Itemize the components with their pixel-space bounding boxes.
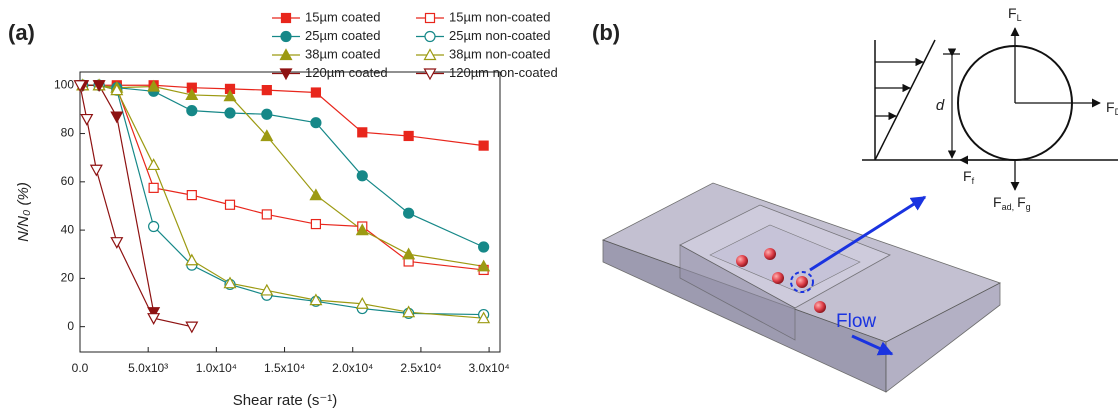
marker: [479, 242, 489, 252]
series-line: [83, 85, 484, 247]
legend-label: 38µm coated: [305, 46, 380, 61]
marker: [311, 220, 320, 229]
marker: [282, 14, 291, 23]
legend-label: 120µm coated: [305, 65, 388, 80]
y-tick-label: 80: [61, 126, 75, 140]
marker: [262, 210, 271, 219]
x-tick-label: 2.0x10⁴: [332, 361, 373, 375]
marker: [262, 86, 271, 95]
marker: [186, 255, 197, 265]
label-sub: ad,: [1002, 202, 1015, 212]
marker: [148, 159, 159, 169]
particle: [814, 301, 826, 313]
marker: [358, 128, 367, 137]
label-sub: D: [1115, 107, 1118, 117]
marker: [404, 131, 413, 140]
legend-label: 120µm non-coated: [449, 65, 558, 80]
legend-label: 15µm non-coated: [449, 9, 550, 24]
marker: [187, 191, 196, 200]
y-tick-label: 40: [61, 222, 75, 236]
marker: [111, 238, 122, 248]
marker: [357, 171, 367, 181]
series-line: [83, 85, 484, 314]
marker: [149, 183, 158, 192]
series-line: [83, 85, 484, 270]
marker: [311, 88, 320, 97]
marker: [262, 109, 272, 119]
diameter-label: d: [936, 97, 945, 114]
marker: [403, 249, 414, 259]
series-line: [83, 85, 484, 145]
marker: [426, 14, 435, 23]
diagram: Flow d FL FD Ff Fad,Fg: [603, 5, 1118, 392]
drag-label: FD: [1106, 99, 1118, 118]
x-tick-label: 1.0x10⁴: [196, 361, 237, 375]
label-main: F: [963, 168, 972, 184]
marker: [425, 32, 435, 42]
particle: [796, 276, 808, 288]
label-sub: g: [1026, 202, 1031, 212]
series-line: [83, 85, 484, 266]
panel-label: (a): [8, 20, 35, 45]
x-tick-label: 3.0x10⁴: [468, 361, 509, 375]
marker: [404, 208, 414, 218]
friction-label: Ff: [963, 168, 975, 187]
legend-label: 38µm non-coated: [449, 46, 550, 61]
marker: [479, 141, 488, 150]
marker: [187, 106, 197, 116]
series-line: [83, 85, 484, 318]
marker: [91, 165, 102, 175]
panel-label: (b): [592, 20, 620, 45]
series-line: [80, 85, 192, 326]
figure: (a) (b) Shear rate (s⁻¹) N/N₀ (%) 0 20 40 6…: [0, 0, 1118, 411]
flow-label: Flow: [836, 311, 876, 332]
x-tick-label: 5.0x10³: [128, 361, 168, 375]
label-main: F: [1017, 194, 1026, 210]
particle: [764, 248, 776, 260]
label-sub: L: [1017, 13, 1022, 23]
label-main: F: [1106, 99, 1115, 115]
label-sub: f: [972, 176, 975, 186]
marker: [281, 32, 291, 42]
marker: [111, 112, 122, 122]
x-tick-label: 2.5x10⁴: [400, 361, 441, 375]
legend-label: 15µm coated: [305, 9, 380, 24]
marker: [186, 322, 197, 332]
label-main: F: [1008, 5, 1017, 21]
y-tick-label: 100: [54, 77, 74, 91]
marker: [311, 118, 321, 128]
lift-label: FL: [1008, 5, 1022, 24]
label-main: F: [993, 194, 1002, 210]
marker: [81, 115, 92, 125]
x-tick-label: 1.5x10⁴: [264, 361, 305, 375]
chart: Shear rate (s⁻¹) N/N₀ (%) 0 20 40 60 80 100 0.…: [15, 9, 558, 409]
y-tick-label: 20: [61, 271, 75, 285]
particle: [736, 255, 748, 267]
y-tick-label: 60: [61, 174, 75, 188]
profile-line: [875, 40, 935, 160]
y-axis-title: N/N₀ (%): [15, 182, 32, 242]
legend-label: 25µm non-coated: [449, 28, 550, 43]
particle: [772, 272, 784, 284]
marker: [225, 108, 235, 118]
x-tick-label: 0.0: [72, 361, 89, 375]
legend-label: 25µm coated: [305, 28, 380, 43]
x-axis-title: Shear rate (s⁻¹): [233, 392, 338, 409]
plot-frame: [80, 72, 500, 352]
marker: [149, 221, 159, 231]
adhesion-label: Fad,Fg: [993, 194, 1031, 213]
page: (a) (b) Shear rate (s⁻¹) N/N₀ (%) 0 20 40 6…: [0, 0, 1118, 411]
y-tick-label: 0: [67, 319, 74, 333]
marker: [226, 200, 235, 209]
